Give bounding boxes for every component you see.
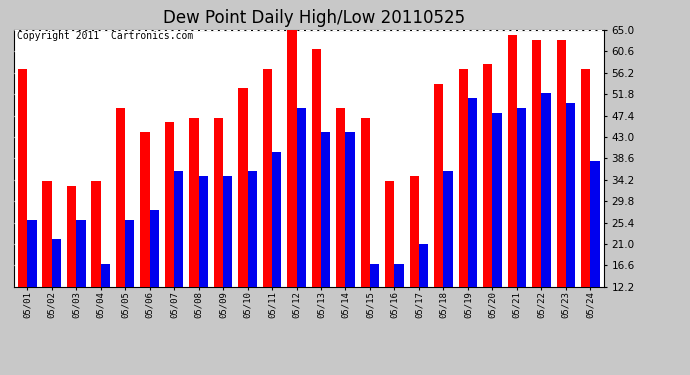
Bar	[91, 181, 101, 346]
Bar	[517, 108, 526, 346]
Bar	[542, 93, 551, 346]
Bar	[199, 176, 208, 346]
Bar	[493, 113, 502, 346]
Bar	[566, 103, 575, 346]
Bar	[395, 264, 404, 346]
Bar	[434, 84, 444, 346]
Bar	[459, 69, 468, 346]
Bar	[125, 220, 135, 346]
Text: Copyright 2011  Cartronics.com: Copyright 2011 Cartronics.com	[17, 31, 193, 41]
Bar	[581, 69, 590, 346]
Bar	[18, 69, 28, 346]
Bar	[189, 118, 199, 346]
Bar	[361, 118, 370, 346]
Bar	[287, 30, 297, 346]
Bar	[370, 264, 380, 346]
Bar	[52, 239, 61, 346]
Bar	[483, 64, 493, 346]
Bar	[468, 98, 477, 346]
Bar	[101, 264, 110, 346]
Bar	[321, 132, 331, 346]
Bar	[263, 69, 272, 346]
Bar	[590, 161, 600, 346]
Bar	[150, 210, 159, 346]
Bar	[214, 118, 223, 346]
Bar	[67, 186, 76, 346]
Bar	[346, 132, 355, 346]
Bar	[557, 40, 566, 346]
Bar	[174, 171, 184, 346]
Text: Dew Point Daily High/Low 20110525: Dew Point Daily High/Low 20110525	[163, 9, 465, 27]
Bar	[336, 108, 346, 346]
Bar	[223, 176, 233, 346]
Bar	[140, 132, 150, 346]
Bar	[116, 108, 125, 346]
Bar	[238, 88, 248, 346]
Bar	[76, 220, 86, 346]
Bar	[419, 244, 428, 346]
Bar	[532, 40, 542, 346]
Bar	[272, 152, 282, 346]
Bar	[165, 122, 174, 346]
Bar	[248, 171, 257, 346]
Bar	[508, 35, 517, 346]
Bar	[28, 220, 37, 346]
Bar	[444, 171, 453, 346]
Bar	[312, 50, 321, 346]
Bar	[43, 181, 52, 346]
Bar	[410, 176, 419, 346]
Bar	[297, 108, 306, 346]
Bar	[385, 181, 395, 346]
